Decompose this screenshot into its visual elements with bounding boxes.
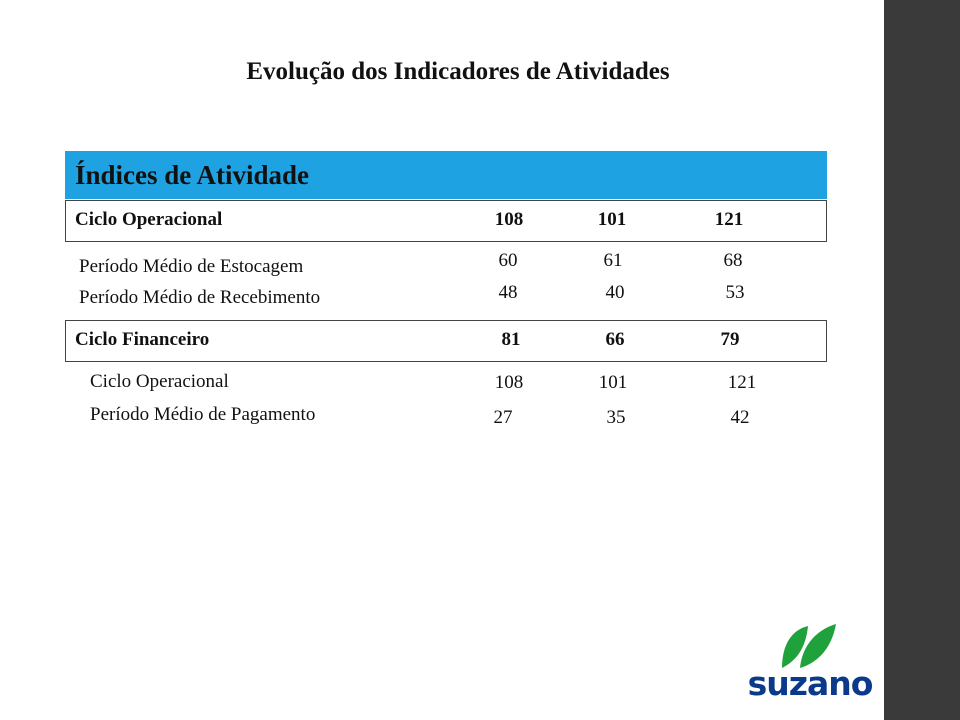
recebimento-value-3: 53 [725, 282, 745, 303]
ciclo-operacional-label: Ciclo Operacional [75, 209, 223, 230]
suzano-logo: suzano [744, 622, 876, 712]
financeiro-ciclo-operacional-value-3: 121 [727, 372, 757, 393]
pagamento-value-3: 42 [730, 407, 750, 428]
financeiro-ciclo-operacional-value-1: 108 [494, 372, 524, 393]
page-title: Evolução dos Indicadores de Atividades [246, 58, 670, 85]
ciclo-operacional-value-3: 121 [714, 209, 744, 230]
estocagem-value-2: 61 [603, 250, 623, 271]
financeiro-ciclo-operacional-label: Ciclo Operacional [90, 371, 229, 392]
ciclo-financeiro-value-3: 79 [720, 329, 740, 350]
pagamento-value-2: 35 [606, 407, 626, 428]
right-sidebar-panel [884, 0, 960, 720]
ciclo-financeiro-value-2: 66 [605, 329, 625, 350]
ciclo-financeiro-label: Ciclo Financeiro [75, 329, 210, 350]
estocagem-label: Período Médio de Estocagem [79, 256, 304, 277]
section-header-bar: Índices de Atividade [65, 151, 827, 199]
leaf-icon [782, 624, 836, 668]
ciclo-operacional-value-2: 101 [597, 209, 627, 230]
recebimento-value-2: 40 [605, 282, 625, 303]
ciclo-operacional-value-1: 108 [494, 209, 524, 230]
logo-wordmark: suzano [747, 664, 874, 703]
ciclo-financeiro-value-1: 81 [501, 329, 521, 350]
estocagem-value-3: 68 [723, 250, 743, 271]
recebimento-label: Período Médio de Recebimento [79, 287, 321, 308]
pagamento-value-1: 27 [493, 407, 513, 428]
financeiro-ciclo-operacional-value-2: 101 [598, 372, 628, 393]
ciclo-operacional-row: Ciclo Operacional 108 101 121 [65, 200, 827, 242]
section-header-label: Índices de Atividade [75, 160, 310, 190]
pagamento-label: Período Médio de Pagamento [90, 404, 316, 425]
ciclo-financeiro-row: Ciclo Financeiro 81 66 79 [65, 320, 827, 362]
recebimento-value-1: 48 [498, 282, 518, 303]
estocagem-value-1: 60 [498, 250, 518, 271]
